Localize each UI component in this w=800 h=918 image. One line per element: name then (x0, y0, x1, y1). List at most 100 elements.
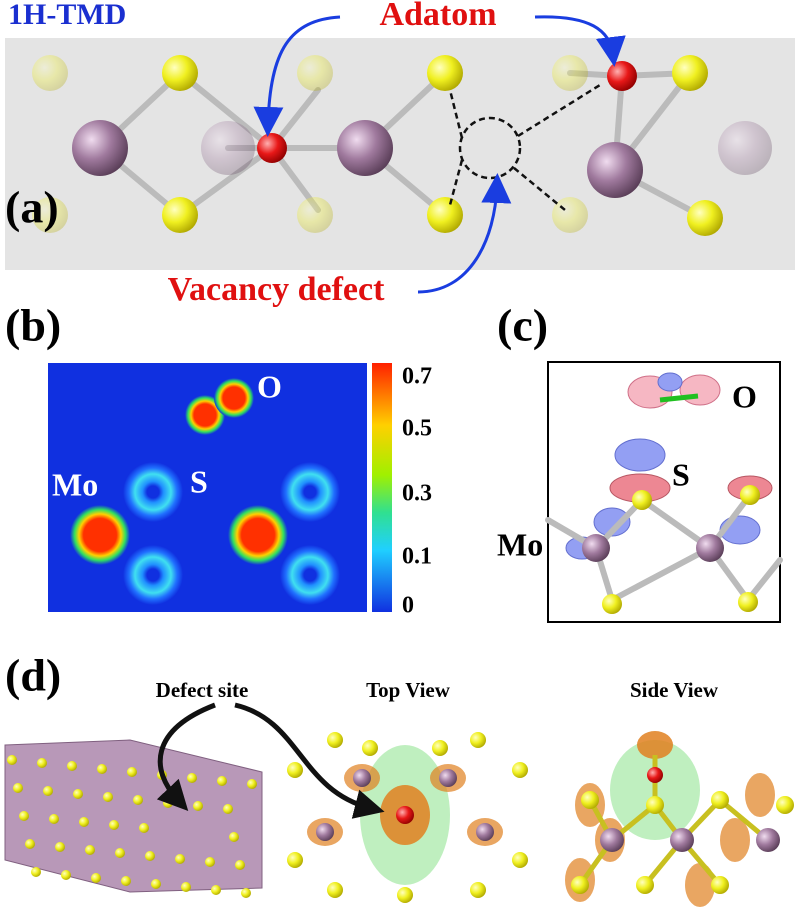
atom (79, 817, 89, 827)
atom (711, 791, 729, 809)
defect-site-label: Defect site (156, 678, 249, 702)
panel-b: (b) O Mo S 0.7 0.5 0.3 0.1 0 (5, 300, 432, 619)
density-lobe (685, 863, 715, 907)
atom (512, 852, 528, 868)
panel-d: (d) Defect site Top View Side View (4, 650, 794, 907)
colorbar-tick-label: 0.1 (402, 544, 432, 570)
vacancy-label: Vacancy defect (168, 271, 386, 308)
atom (37, 758, 47, 768)
density-lobe (637, 731, 673, 759)
atom (476, 823, 494, 841)
atom (647, 767, 663, 783)
colorbar-tick-label: 0.5 (402, 416, 432, 442)
arrow (156, 702, 216, 811)
atom (43, 786, 53, 796)
atom (247, 779, 257, 789)
atom (396, 806, 414, 824)
atom (115, 848, 125, 858)
atom (241, 888, 251, 898)
atom (439, 769, 457, 787)
atom (327, 732, 343, 748)
atom (636, 876, 654, 894)
atom (600, 828, 624, 852)
adatom-label: Adatom (379, 0, 496, 33)
top-view-label: Top View (366, 678, 451, 702)
atom (512, 762, 528, 778)
atom (85, 845, 95, 855)
atom (145, 851, 155, 861)
atom (353, 769, 371, 787)
atom (139, 823, 149, 833)
atom (49, 814, 59, 824)
lobes (565, 372, 773, 560)
atom (109, 820, 119, 830)
atom-label: Mo (52, 466, 98, 502)
atom (97, 764, 107, 774)
slab (4, 739, 263, 893)
arrow (253, 15, 341, 137)
atom (229, 832, 239, 842)
atom (127, 767, 137, 777)
arrow (417, 173, 512, 294)
atom (19, 811, 29, 821)
atom (211, 885, 221, 895)
atom-label: Mo (497, 526, 543, 562)
atom (756, 828, 780, 852)
arrow (534, 15, 626, 67)
side-view-label: Side View (630, 678, 719, 702)
atom-label: S (190, 463, 208, 499)
structure (545, 393, 783, 614)
panel-label: (c) (497, 300, 548, 351)
side-view-structure (565, 731, 794, 907)
density-lobe (745, 773, 775, 817)
panel-label: (a) (5, 182, 59, 233)
atom (397, 887, 413, 903)
faded-atoms (32, 55, 772, 233)
atom (73, 789, 83, 799)
atom (235, 860, 245, 870)
panel-c: (c) O S Mo (497, 300, 783, 623)
atom (470, 732, 486, 748)
panel-label: (b) (5, 300, 61, 351)
colorbar (372, 363, 392, 612)
atom (187, 773, 197, 783)
atom (711, 876, 729, 894)
atom (646, 796, 664, 814)
atom-label: O (257, 368, 282, 404)
atom (571, 876, 589, 894)
panel-label: (d) (5, 650, 61, 701)
atom (670, 828, 694, 852)
atom (25, 839, 35, 849)
atom (581, 791, 599, 809)
atom (223, 804, 233, 814)
atom (217, 776, 227, 786)
atom (175, 854, 185, 864)
atom (327, 882, 343, 898)
arrow (234, 702, 385, 819)
colorbar-tick-label: 0.7 (402, 364, 432, 390)
atom (470, 882, 486, 898)
colorbar-ticks: 0.7 0.5 0.3 0.1 0 (402, 364, 432, 619)
atom-label: O (732, 378, 757, 414)
atom (163, 798, 173, 808)
atom (362, 740, 378, 756)
vacancy-marker (448, 83, 601, 211)
atom (91, 873, 101, 883)
atom (432, 740, 448, 756)
atom (151, 879, 161, 889)
top-view-structure (287, 732, 528, 903)
atom (133, 795, 143, 805)
atom (181, 882, 191, 892)
atom (776, 796, 794, 814)
atom (55, 842, 65, 852)
atom (31, 867, 41, 877)
atom-label: S (672, 456, 690, 492)
atom (67, 761, 77, 771)
atom (316, 823, 334, 841)
atom (13, 783, 23, 793)
atom (287, 762, 303, 778)
atom (61, 870, 71, 880)
colorbar-tick-label: 0.3 (402, 481, 432, 507)
atom (103, 792, 113, 802)
